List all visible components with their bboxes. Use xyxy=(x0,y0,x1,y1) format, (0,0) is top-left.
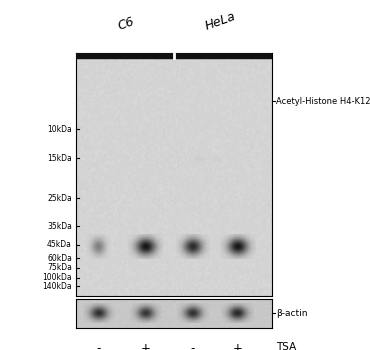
Text: HeLa: HeLa xyxy=(203,10,237,33)
Text: 15kDa: 15kDa xyxy=(47,154,72,163)
Text: C6: C6 xyxy=(116,15,136,33)
Bar xyxy=(76,52,272,58)
Text: -: - xyxy=(96,342,101,350)
Text: TSA: TSA xyxy=(276,342,296,350)
Text: β-actin: β-actin xyxy=(276,309,307,318)
Text: 140kDa: 140kDa xyxy=(42,281,72,290)
Text: 60kDa: 60kDa xyxy=(47,253,72,262)
Text: +: + xyxy=(141,342,150,350)
Text: 75kDa: 75kDa xyxy=(47,263,72,272)
Text: -: - xyxy=(190,342,195,350)
Text: 100kDa: 100kDa xyxy=(42,273,72,282)
Text: +: + xyxy=(233,342,243,350)
Text: Acetyl-Histone H4-K12: Acetyl-Histone H4-K12 xyxy=(276,97,370,106)
Text: 45kDa: 45kDa xyxy=(47,240,72,249)
Text: 35kDa: 35kDa xyxy=(47,222,72,231)
Text: 10kDa: 10kDa xyxy=(47,125,72,134)
Text: 25kDa: 25kDa xyxy=(47,194,72,203)
